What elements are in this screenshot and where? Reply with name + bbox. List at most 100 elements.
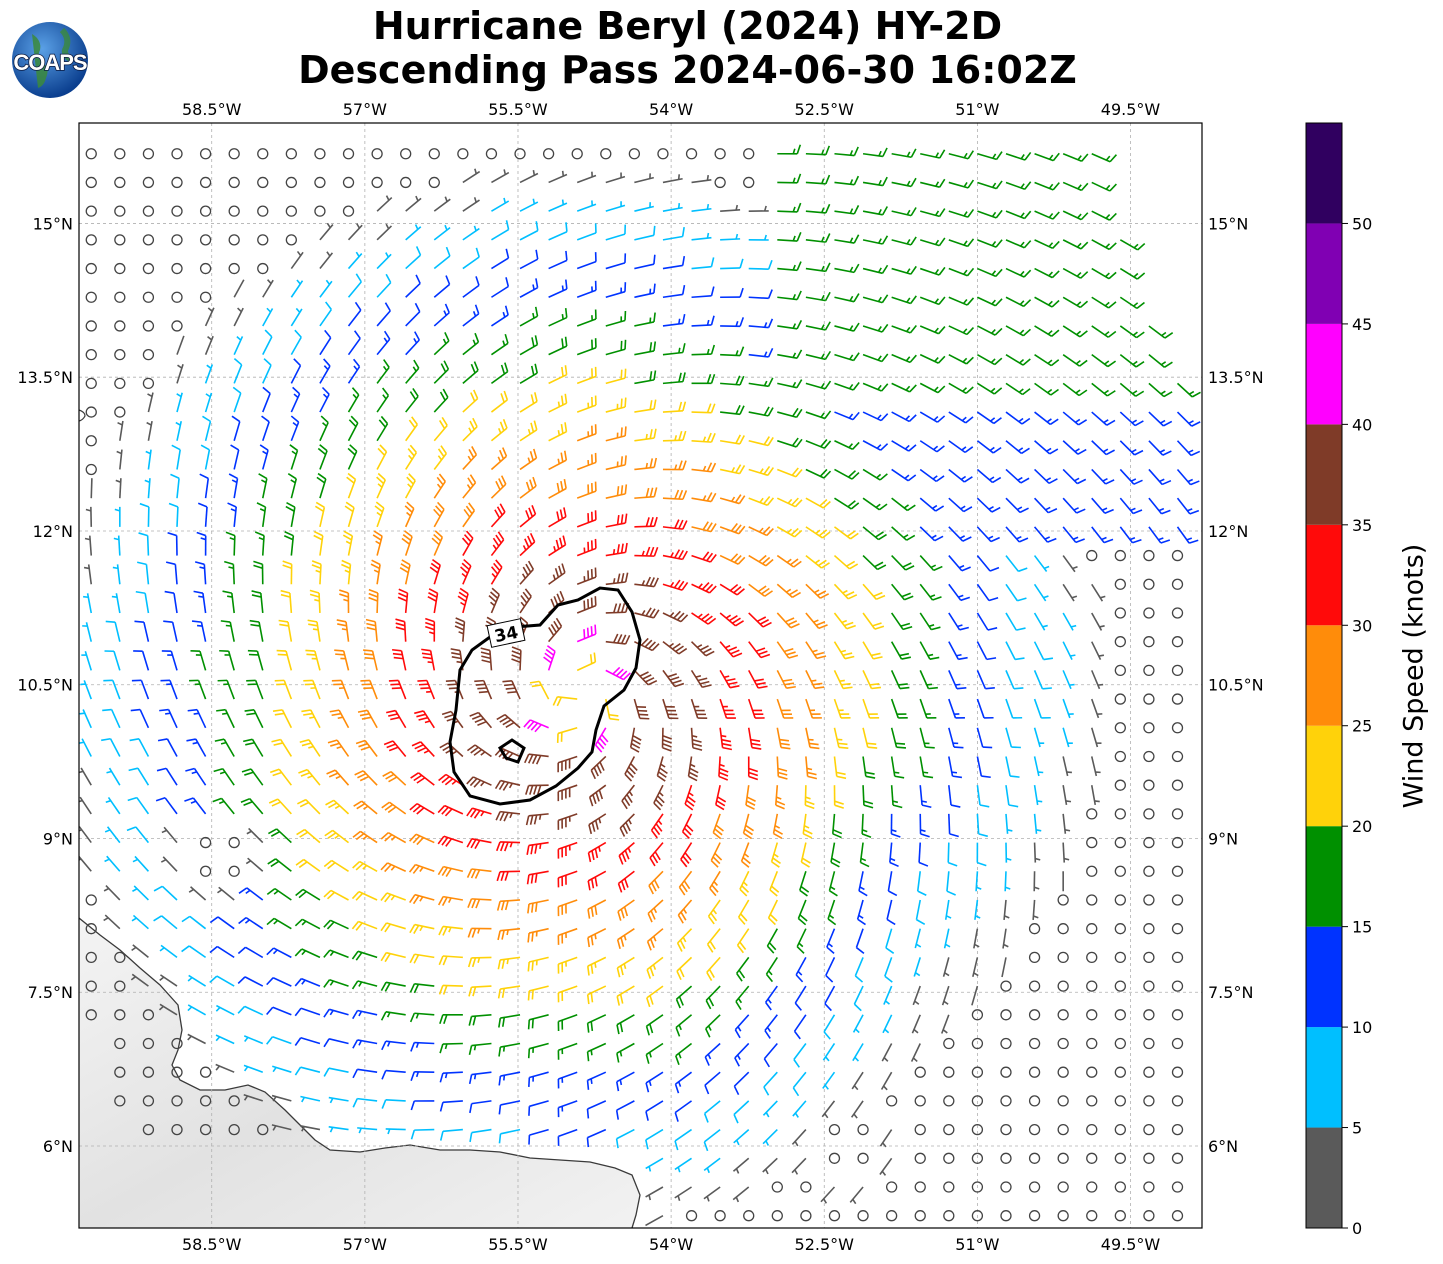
wind-barb-icon — [674, 1157, 692, 1173]
wind-barb-icon — [409, 893, 435, 905]
wind-barb-icon — [404, 501, 415, 528]
wind-barb-icon — [1005, 555, 1028, 573]
coastline-icon — [79, 917, 641, 1228]
wind-barb-icon — [409, 802, 435, 815]
wind-barb-icon — [1062, 670, 1075, 690]
wind-barb-icon — [576, 567, 597, 586]
wind-barb-icon — [883, 985, 893, 1005]
wind-barb-icon — [919, 641, 940, 660]
wind-barb-icon — [352, 830, 378, 844]
calm-circle-icon — [1086, 923, 1098, 935]
wind-barb-icon — [748, 669, 768, 689]
wind-barb-icon — [687, 756, 699, 782]
wind-barb-icon — [776, 583, 801, 599]
wind-barb-icon — [919, 612, 941, 631]
wind-barb-icon — [246, 827, 264, 844]
calm-circle-icon — [85, 463, 97, 476]
wind-barb-icon — [948, 555, 971, 572]
wind-barb-icon — [251, 590, 264, 614]
lon-tick-label-top: 52.5°W — [795, 100, 855, 119]
wind-barb-icon — [576, 424, 597, 442]
wind-barb-icon — [944, 899, 952, 920]
wind-barb-icon — [594, 727, 609, 753]
wind-barb-icon — [1176, 382, 1201, 398]
calm-circle-icon — [1114, 865, 1126, 877]
wind-barb-icon — [238, 916, 264, 930]
lon-tick-label-bottom: 57°W — [343, 1235, 387, 1254]
wind-barb-icon — [298, 768, 321, 786]
lat-tick-label-left: 15°N — [33, 214, 73, 233]
calm-circle-icon — [114, 1009, 126, 1021]
wind-barb-icon — [948, 670, 967, 690]
calm-circle-icon — [1000, 1123, 1012, 1136]
wind-barb-icon — [706, 956, 721, 981]
wind-barb-icon — [805, 727, 820, 750]
wind-barb-icon — [765, 956, 778, 983]
wind-barb-icon — [137, 561, 150, 585]
wind-barb-icon — [862, 235, 889, 245]
wind-barb-icon — [130, 973, 149, 987]
wind-barb-icon — [439, 1042, 463, 1054]
wind-barb-icon — [186, 738, 207, 757]
wind-barb-icon — [1119, 526, 1142, 544]
wind-barb-icon — [433, 445, 448, 470]
calm-circle-icon — [1114, 750, 1126, 763]
wind-barb-icon — [948, 756, 963, 779]
wind-barb-icon — [576, 366, 597, 385]
wind-barb-icon — [331, 679, 350, 700]
wind-barb-icon — [209, 916, 235, 930]
wind-barb-icon — [976, 756, 991, 779]
wind-barb-icon — [290, 415, 300, 442]
wind-barb-icon — [557, 1071, 578, 1089]
wind-barb-icon — [976, 813, 988, 838]
wind-barb-icon — [352, 860, 378, 872]
logo-text: COAPS — [13, 50, 87, 75]
wind-barb-icon — [1091, 296, 1117, 309]
wind-barb-icon — [351, 950, 378, 961]
wind-barb-icon — [891, 583, 914, 601]
wind-barb-icon — [130, 708, 150, 729]
wind-barb-icon — [399, 559, 411, 585]
wind-barb-icon — [976, 785, 990, 808]
wind-barb-icon — [634, 202, 655, 212]
wind-barb-icon — [488, 587, 500, 614]
wind-barb-icon — [742, 813, 754, 840]
wind-barb-icon — [769, 870, 780, 897]
wind-barb-icon — [129, 738, 150, 757]
wind-barb-icon — [548, 336, 568, 356]
calm-circle-icon — [1086, 836, 1098, 849]
calm-circle-icon — [171, 1037, 183, 1050]
wind-barb-icon — [681, 813, 694, 840]
wind-barb-icon — [891, 177, 917, 188]
wind-barb-icon — [862, 468, 888, 481]
wind-barb-icon — [941, 985, 950, 1006]
wind-barb-icon — [793, 1014, 807, 1040]
wind-barb-icon — [185, 767, 207, 786]
wind-barb-icon — [247, 649, 264, 671]
wind-barb-icon — [319, 386, 330, 413]
calm-circle-icon — [1114, 1095, 1126, 1107]
calm-circle-icon — [400, 148, 412, 160]
calm-circle-icon — [885, 1210, 898, 1222]
wind-barb-icon — [227, 502, 238, 527]
wind-barb-icon — [850, 1100, 864, 1119]
wind-barb-icon — [262, 279, 274, 298]
wind-barb-icon — [1091, 239, 1117, 251]
wind-barb-icon — [862, 756, 876, 779]
wind-barb-icon — [799, 871, 810, 897]
wind-barb-icon — [1005, 210, 1032, 220]
calm-circle-icon — [1086, 1066, 1098, 1078]
wind-barb-icon — [196, 531, 207, 556]
calm-circle-icon — [85, 176, 97, 189]
wind-barb-icon — [662, 519, 688, 530]
wind-barb-icon — [433, 416, 448, 442]
wind-barb-icon — [187, 708, 207, 729]
wind-barb-icon — [1005, 813, 1013, 834]
wind-barb-icon — [804, 785, 815, 810]
wind-barb-icon — [191, 620, 207, 642]
calm-circle-icon — [1086, 865, 1098, 877]
calm-circle-icon — [971, 1009, 984, 1021]
wind-barb-icon — [889, 842, 899, 868]
wind-barb-icon — [748, 612, 772, 628]
wind-barb-icon — [976, 842, 987, 867]
